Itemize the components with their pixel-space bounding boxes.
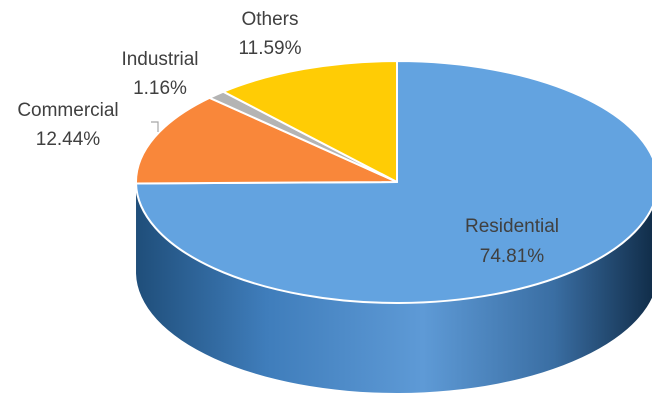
label-industrial: Industrial xyxy=(121,49,198,70)
label-others: Others xyxy=(241,9,298,30)
label-residential: Residential xyxy=(465,216,559,237)
leader-line-commercial xyxy=(151,122,158,132)
value-label-residential: 74.81% xyxy=(480,246,545,267)
value-label-commercial: 12.44% xyxy=(36,129,101,150)
value-label-others: 11.59% xyxy=(238,38,301,59)
leader-lines xyxy=(151,122,158,132)
label-commercial: Commercial xyxy=(17,100,118,121)
value-label-industrial: 1.16% xyxy=(133,78,187,99)
pie-tops xyxy=(136,61,652,303)
